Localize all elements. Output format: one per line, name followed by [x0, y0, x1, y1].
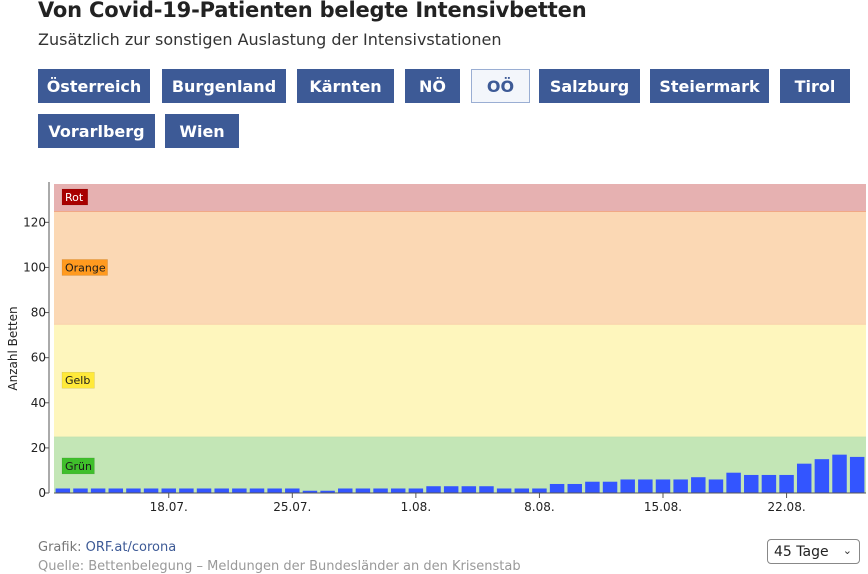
bar — [673, 479, 688, 493]
bar — [514, 488, 530, 493]
bar — [655, 479, 671, 493]
bar — [585, 481, 600, 493]
bar — [55, 488, 71, 493]
bar — [408, 488, 424, 493]
bar — [761, 474, 777, 493]
source-link[interactable]: ORF.at/corona — [85, 540, 177, 555]
bar — [373, 488, 388, 493]
x-tick-label: 25.07. — [273, 500, 311, 514]
bar — [126, 488, 141, 493]
x-tick-label: 1.08. — [401, 500, 432, 514]
bar — [179, 488, 194, 493]
bar — [620, 479, 635, 493]
y-tick-label: 40 — [31, 396, 46, 410]
bar — [744, 474, 759, 493]
x-tick-label: 8.08. — [524, 500, 555, 514]
bar — [796, 463, 812, 493]
bar — [355, 488, 371, 493]
bar — [832, 454, 847, 493]
bar — [496, 488, 512, 493]
bar — [708, 479, 724, 493]
bar — [638, 479, 653, 493]
bar — [249, 488, 265, 493]
zone-label-rot: Rot — [65, 191, 84, 204]
bar — [108, 488, 124, 493]
bar — [602, 481, 618, 493]
chevron-down-icon: ⌄ — [842, 544, 852, 557]
chart-title: Von Covid-19-Patienten belegte Intensivb… — [38, 0, 587, 22]
x-tick-label: 18.07. — [150, 500, 188, 514]
y-tick-label: 120 — [23, 215, 46, 229]
bar — [390, 488, 406, 493]
bar — [232, 488, 247, 493]
region-button-noe[interactable]: NÖ — [405, 69, 460, 103]
bar — [549, 483, 565, 493]
bar — [90, 488, 106, 493]
zone-badge-gelb — [61, 371, 95, 389]
bar — [285, 488, 300, 493]
bar — [196, 488, 212, 493]
y-tick-label: 20 — [31, 441, 46, 455]
region-button-steiermark[interactable]: Steiermark — [650, 69, 769, 103]
y-tick-label: 60 — [31, 351, 46, 365]
zone-badge-rot — [61, 188, 89, 206]
bar — [849, 456, 865, 493]
region-button-tirol[interactable]: Tirol — [780, 69, 850, 103]
bar — [143, 488, 159, 493]
zone-badge-orange — [61, 259, 108, 276]
bar — [443, 486, 459, 493]
source-note: Quelle: Bettenbelegung – Meldungen der B… — [38, 559, 521, 574]
zone-gelb — [54, 323, 866, 437]
bar — [691, 477, 706, 493]
zone-orange — [54, 211, 866, 324]
bar — [814, 459, 830, 493]
bar — [426, 486, 441, 493]
bar — [302, 490, 318, 493]
zone-rot — [54, 184, 866, 212]
y-tick-label: 100 — [23, 260, 46, 274]
bar — [532, 488, 547, 493]
source-credit: Grafik: ORF.at/corona — [38, 540, 176, 555]
bar — [320, 490, 335, 493]
region-button-vorarlberg[interactable]: Vorarlberg — [38, 114, 155, 148]
bar — [461, 486, 477, 493]
bar — [338, 488, 353, 493]
bar — [214, 488, 229, 493]
y-tick-label: 80 — [31, 306, 46, 320]
source-prefix: Grafik: — [38, 540, 82, 555]
x-tick-label: 15.08. — [644, 500, 682, 514]
region-button-salzburg[interactable]: Salzburg — [539, 69, 640, 103]
region-button-ooe[interactable]: OÖ — [471, 69, 530, 103]
bar — [779, 474, 794, 493]
y-axis-label: Anzahl Betten — [6, 306, 20, 390]
region-button-wien[interactable]: Wien — [165, 114, 239, 148]
zone-label-orange: Orange — [65, 261, 106, 274]
x-tick-label: 22.08. — [767, 500, 805, 514]
time-range-select[interactable]: 45 Tage ⌄ — [767, 539, 860, 564]
bar — [567, 483, 582, 493]
bar — [726, 472, 741, 493]
bar — [161, 488, 176, 493]
bar — [479, 486, 494, 493]
zone-label-gruen: Grün — [65, 460, 92, 473]
bar — [267, 488, 282, 493]
y-tick-label: 0 — [38, 486, 46, 500]
chart-subtitle: Zusätzlich zur sonstigen Auslastung der … — [38, 30, 502, 49]
intensive-care-chart: Grün Gelb Orange Rot 0 20 40 60 80 100 120 18.07. 25… — [6, 182, 866, 514]
region-button-kaernten[interactable]: Kärnten — [297, 69, 394, 103]
region-button-oesterreich[interactable]: Österreich — [38, 69, 150, 103]
zone-badge-gruen — [61, 457, 95, 475]
region-button-burgenland[interactable]: Burgenland — [162, 69, 286, 103]
time-range-value: 45 Tage — [774, 543, 829, 560]
zone-label-gelb: Gelb — [65, 374, 90, 387]
bar — [73, 488, 88, 493]
